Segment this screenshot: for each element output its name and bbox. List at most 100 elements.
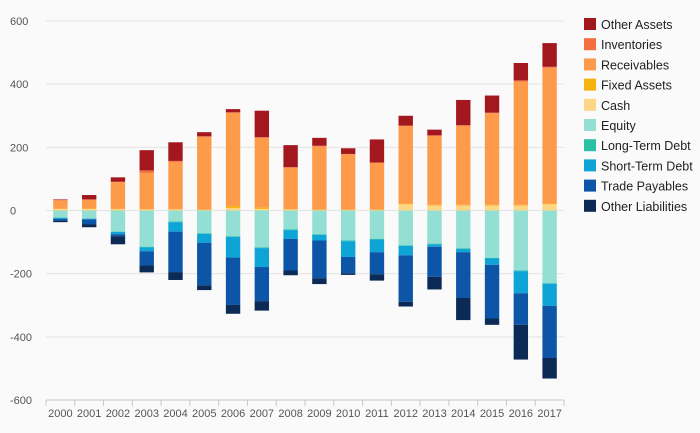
bar-receivables	[427, 135, 442, 205]
bar-equity	[484, 210, 500, 258]
bar-trade-payables	[225, 257, 241, 305]
bar-other-assets	[283, 145, 298, 168]
x-tick-label: 2006	[221, 408, 245, 420]
bar-other-liabilities	[312, 278, 327, 285]
bars	[53, 43, 557, 379]
bar-short-term-debt	[484, 258, 500, 265]
bar-receivables	[139, 172, 154, 210]
bar-inventories	[427, 135, 442, 136]
bar-short-term-debt	[513, 271, 529, 294]
bar-receivables	[340, 154, 356, 210]
x-tick-label: 2007	[250, 408, 274, 420]
bar-receivables	[542, 67, 557, 204]
bar-cash	[283, 209, 298, 211]
x-tick-label: 2010	[336, 408, 360, 420]
bar-long-term-debt	[197, 233, 212, 234]
bar-equity	[254, 210, 270, 248]
bar-equity	[312, 210, 327, 235]
bar-trade-payables	[369, 252, 385, 275]
bar-short-term-debt	[398, 245, 413, 256]
bar-cash	[398, 204, 413, 211]
legend-swatch-other-assets	[584, 18, 596, 30]
bar-cash	[225, 207, 241, 211]
bar-other-liabilities	[542, 357, 557, 379]
bar-cash	[139, 209, 154, 211]
bar-receivables	[81, 199, 97, 209]
legend-label-short-term-debt: Short-Term Debt	[601, 159, 693, 173]
bar-equity	[53, 210, 68, 218]
bar-long-term-debt	[254, 247, 270, 249]
bar-cash	[369, 209, 385, 211]
legend-label-long-term-debt: Long-Term Debt	[601, 139, 691, 153]
bar-other-assets	[312, 137, 327, 146]
x-tick-label: 2002	[106, 408, 130, 420]
bar-trade-payables	[139, 251, 154, 266]
bar-short-term-debt	[427, 244, 442, 247]
bar-other-assets	[225, 109, 241, 113]
x-tick-label: 2008	[278, 408, 302, 420]
bar-short-term-debt	[283, 230, 298, 239]
bar-fixed-assets	[456, 204, 471, 206]
bar-long-term-debt	[225, 236, 241, 238]
bar-long-term-debt	[427, 243, 442, 245]
legend-swatch-receivables	[584, 58, 596, 71]
bar-short-term-debt	[168, 222, 183, 232]
y-tick-label: -400	[10, 332, 32, 344]
bar-long-term-debt	[542, 283, 557, 284]
legend-swatch-long-term-debt	[584, 139, 596, 152]
bar-short-term-debt	[254, 248, 270, 268]
bar-other-assets	[456, 99, 471, 126]
bar-long-term-debt	[139, 246, 154, 248]
legend-swatch-inventories	[584, 38, 596, 51]
bar-trade-payables	[456, 252, 471, 298]
legend-swatch-other-liabilities	[584, 199, 596, 212]
bar-long-term-debt	[283, 229, 298, 231]
bar-other-assets	[81, 195, 97, 200]
y-tick-label: -200	[10, 269, 32, 281]
bar-receivables	[398, 126, 413, 204]
bar-other-liabilities	[110, 236, 126, 245]
bar-short-term-debt	[542, 283, 557, 306]
bar-inventories	[542, 66, 557, 68]
bar-inventories	[312, 145, 327, 147]
legend-label-inventories: Inventories	[601, 38, 662, 52]
bar-receivables	[513, 81, 529, 205]
x-tick-label: 2012	[393, 408, 417, 420]
y-tick-label: 600	[10, 16, 28, 28]
bar-receivables	[484, 113, 500, 205]
bar-receivables	[225, 112, 241, 207]
bar-long-term-debt	[398, 245, 413, 246]
y-tick-label: 0	[10, 206, 16, 218]
bar-trade-payables	[283, 238, 298, 271]
bar-trade-payables	[340, 256, 356, 274]
bar-equity	[513, 210, 529, 271]
bar-receivables	[110, 182, 126, 209]
bar-cash	[168, 209, 183, 211]
x-tick-label: 2000	[48, 408, 72, 420]
bar-receivables	[456, 125, 471, 205]
x-tick-label: 2011	[365, 408, 389, 420]
legend-label-other-liabilities: Other Liabilities	[601, 200, 687, 214]
bar-equity	[398, 210, 413, 246]
legend: Other Assets Inventories Receivables Fixed …	[584, 18, 693, 214]
bar-other-liabilities	[398, 301, 413, 307]
bar-other-liabilities	[283, 270, 298, 276]
bar-fixed-assets	[484, 204, 500, 206]
bar-trade-payables	[110, 234, 126, 237]
bar-fixed-assets	[398, 203, 413, 205]
bar-short-term-debt	[340, 241, 356, 257]
bar-trade-payables	[53, 219, 68, 221]
y-tick-label: -600	[10, 395, 32, 407]
bar-trade-payables	[168, 231, 183, 273]
x-tick-label: 2003	[134, 408, 158, 420]
x-tick-label: 2013	[422, 408, 446, 420]
bar-equity	[197, 210, 212, 234]
bar-other-liabilities	[513, 324, 529, 360]
bar-other-liabilities	[340, 273, 356, 275]
bar-trade-payables	[427, 246, 442, 277]
bar-receivables	[197, 136, 212, 210]
bar-other-assets	[484, 95, 500, 113]
bar-receivables	[283, 167, 298, 210]
x-tick-label: 2004	[163, 408, 187, 420]
